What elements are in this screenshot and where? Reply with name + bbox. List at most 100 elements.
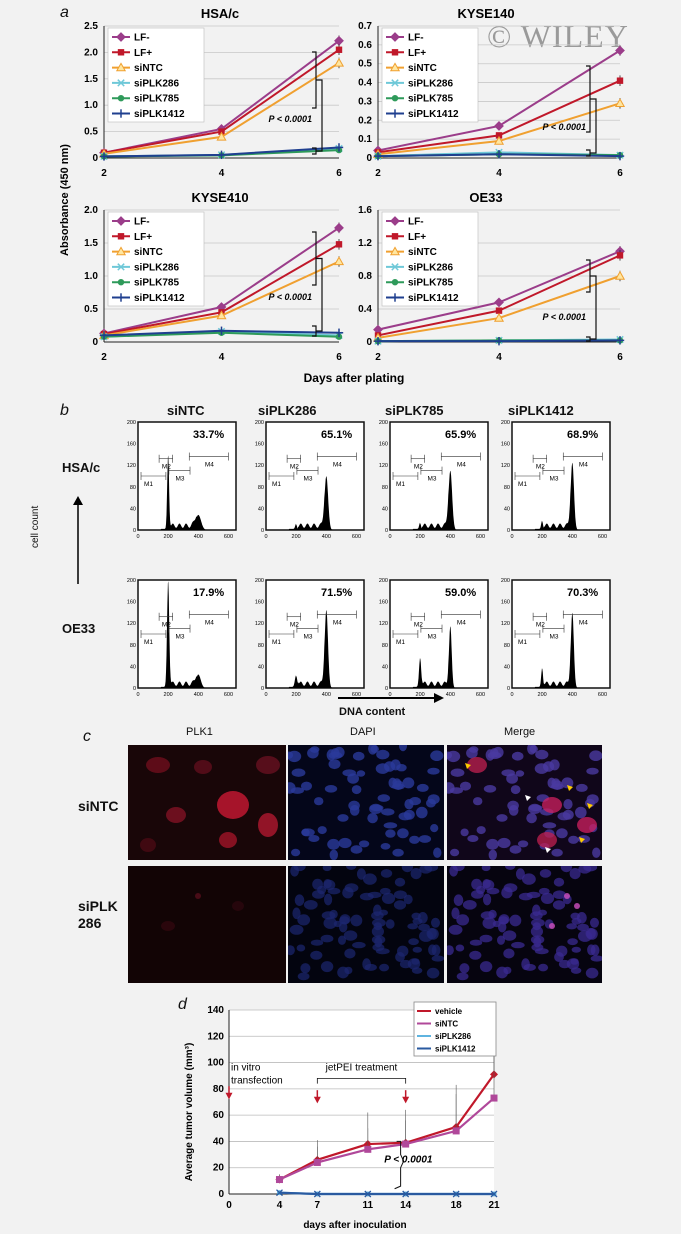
nucleus <box>356 868 366 880</box>
arrow-marker <box>579 837 585 843</box>
nucleus <box>344 948 356 959</box>
nucleus <box>296 944 306 952</box>
nucleus <box>539 869 552 878</box>
gate-label: M1 <box>518 639 527 646</box>
nucleus <box>560 866 573 873</box>
hist-y-tick: 0 <box>261 528 264 534</box>
nucleus <box>310 746 320 753</box>
x-tick-label: 2 <box>375 168 381 179</box>
nucleus <box>397 945 409 957</box>
data-point <box>616 252 624 259</box>
hist-x-tick: 200 <box>292 692 301 698</box>
y-tick-label: 0.4 <box>358 78 372 89</box>
nucleus <box>526 813 537 824</box>
nucleus <box>586 767 599 775</box>
nucleus <box>479 961 493 973</box>
data-point <box>391 79 399 87</box>
annotation-transfection: transfection <box>231 1076 283 1087</box>
x-tick-label: 4 <box>219 352 225 363</box>
y-tick-label: 0.3 <box>358 96 372 107</box>
data-point <box>495 307 503 314</box>
nucleus <box>314 797 324 806</box>
nucleus <box>403 809 415 820</box>
hist-x-tick: 0 <box>388 692 391 698</box>
x-tick-label: 4 <box>496 352 502 363</box>
data-point <box>494 297 504 308</box>
hist-y-tick: 80 <box>130 485 136 491</box>
nucleus <box>430 824 439 833</box>
legend-label: siPLK1412 <box>134 109 185 120</box>
legend-label: LF+ <box>408 48 426 59</box>
nucleus <box>410 868 422 880</box>
arrow-marker <box>567 785 573 791</box>
data-point <box>391 263 399 271</box>
nucleus <box>552 780 563 790</box>
nucleus <box>328 759 341 770</box>
x-tick-label: 2 <box>101 168 107 179</box>
nucleus <box>575 806 587 819</box>
hist-y-tick: 0 <box>133 686 136 692</box>
chart-oe33: 0 0.4 0.8 1.2 1.6 2 4 6 OE33 LF- LF+ siNTC siPLK286 s… <box>358 190 626 363</box>
nucleus <box>363 873 377 885</box>
hist-y-tick: 0 <box>507 528 510 534</box>
nucleus <box>505 866 516 870</box>
histogram-hsac-siplk286: 0 40 80 120 160 200 0 200 400 600 M1 M2 M3 M4 65.1% <box>255 420 365 540</box>
panel-label-b: b <box>60 402 69 419</box>
data-point <box>391 233 399 240</box>
data-point <box>391 49 399 56</box>
panel-c-col-dapi: DAPI <box>350 726 376 738</box>
nucleus <box>294 894 305 906</box>
bracket-connector <box>316 257 323 332</box>
panel-c-col-merge: Merge <box>504 726 536 738</box>
nucleus <box>351 785 362 795</box>
nucleus <box>567 938 578 946</box>
x-tick-label: 14 <box>400 1200 412 1211</box>
nucleus <box>396 764 407 772</box>
nucleus <box>367 813 378 824</box>
y-tick-label: 0 <box>366 337 372 348</box>
hist-x-tick: 200 <box>416 534 425 540</box>
chart-title: KYSE140 <box>457 6 514 21</box>
data-point <box>402 1140 410 1148</box>
nucleus <box>380 843 391 850</box>
gate-label: M4 <box>205 462 214 469</box>
hist-x-tick: 200 <box>416 692 425 698</box>
y-tick-label: 1.5 <box>84 74 98 85</box>
mitotic-cell <box>467 757 487 773</box>
hist-y-tick: 160 <box>501 442 510 448</box>
nucleus <box>397 828 409 839</box>
y-tick-label: 2.5 <box>84 21 98 32</box>
nucleus <box>455 944 465 952</box>
data-point <box>389 246 401 256</box>
data-point <box>333 57 345 67</box>
nucleus <box>350 845 363 854</box>
legend-label: siPLK1412 <box>435 1045 476 1054</box>
micrograph-siplk286-merge <box>447 866 602 983</box>
plk1-signal <box>564 893 570 899</box>
data-point <box>216 310 227 320</box>
nucleus <box>291 848 301 857</box>
nucleus <box>329 849 338 860</box>
x-tick-label: 4 <box>219 168 225 179</box>
hist-y-tick: 80 <box>382 643 388 649</box>
chart-kyse410: 0 0.5 1.0 1.5 2.0 2 4 6 KYSE410 LF- LF+ siNTC siPLK2… <box>84 190 345 363</box>
bracket-top <box>586 65 591 133</box>
arrow-marker <box>525 795 531 801</box>
nucleus <box>511 751 524 761</box>
mitotic-cell <box>542 797 562 813</box>
nucleus <box>488 849 497 860</box>
hist-y-tick: 200 <box>501 420 510 426</box>
nucleus <box>551 848 563 857</box>
nucleus <box>310 939 324 946</box>
hist-y-tick: 40 <box>382 664 388 670</box>
hist-x-tick: 600 <box>598 692 607 698</box>
hist-y-tick: 160 <box>255 442 264 448</box>
nucleus <box>556 828 568 839</box>
legend-label: siPLK286 <box>408 78 453 89</box>
nucleus <box>430 750 444 761</box>
data-point <box>391 279 399 286</box>
hist-x-tick: 400 <box>322 692 331 698</box>
nucleus <box>321 911 336 920</box>
bracket-connector <box>316 79 323 152</box>
nucleus <box>585 967 599 979</box>
